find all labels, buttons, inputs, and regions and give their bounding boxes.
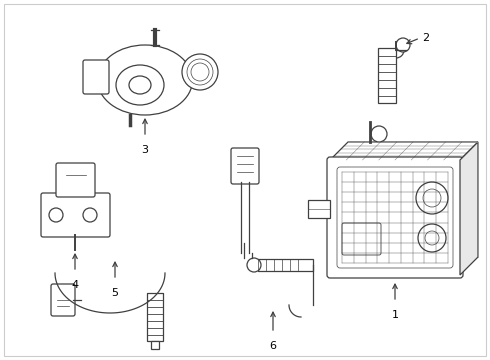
Circle shape: [423, 189, 441, 207]
Text: 2: 2: [422, 33, 429, 43]
Bar: [147, 293, 163, 341]
Text: 6: 6: [270, 341, 276, 351]
Bar: [258, 259, 313, 271]
FancyBboxPatch shape: [337, 167, 453, 268]
Circle shape: [83, 208, 97, 222]
Bar: [151, 341, 159, 349]
FancyBboxPatch shape: [83, 60, 109, 94]
Circle shape: [396, 38, 410, 52]
Polygon shape: [460, 142, 478, 275]
Circle shape: [425, 231, 439, 245]
Circle shape: [371, 126, 387, 142]
Circle shape: [418, 224, 446, 252]
FancyBboxPatch shape: [231, 148, 259, 184]
Circle shape: [247, 258, 261, 272]
Text: 3: 3: [142, 145, 148, 155]
Polygon shape: [330, 142, 478, 160]
Ellipse shape: [129, 76, 151, 94]
FancyBboxPatch shape: [41, 193, 110, 237]
Text: 4: 4: [72, 280, 78, 290]
Bar: [378, 48, 396, 103]
FancyBboxPatch shape: [327, 157, 463, 278]
Text: 1: 1: [392, 310, 398, 320]
Ellipse shape: [98, 45, 193, 115]
Bar: [308, 200, 330, 218]
Circle shape: [49, 208, 63, 222]
Circle shape: [191, 63, 209, 81]
Ellipse shape: [116, 65, 164, 105]
FancyBboxPatch shape: [342, 223, 381, 255]
Circle shape: [182, 54, 218, 90]
FancyBboxPatch shape: [51, 284, 75, 316]
Circle shape: [416, 182, 448, 214]
Text: 5: 5: [112, 288, 119, 298]
Circle shape: [187, 59, 213, 85]
FancyBboxPatch shape: [56, 163, 95, 197]
